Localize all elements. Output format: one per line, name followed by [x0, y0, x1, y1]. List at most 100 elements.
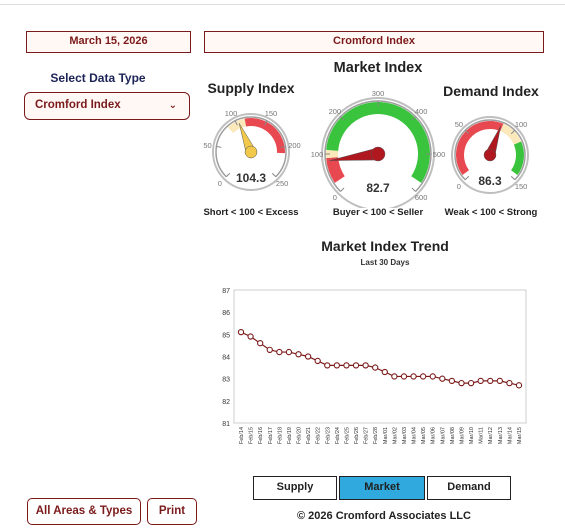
- trend-x-tick-label: Feb/23: [325, 427, 331, 444]
- trend-x-tick-label: Mar/10: [469, 427, 475, 444]
- trend-x-tick-label: Mar/04: [412, 427, 418, 444]
- demand-gauge-tick-label: 100: [515, 120, 528, 129]
- copyright-text: © 2026 Cromford Associates LLC: [297, 510, 471, 522]
- trend-plot-area: [233, 289, 527, 424]
- supply-gauge-rim: [215, 116, 287, 178]
- trend-x-tick-label: Mar/03: [402, 427, 408, 444]
- market-gauge-tick: [411, 116, 416, 121]
- trend-x-tick-label: Mar/06: [431, 427, 437, 444]
- tab-supply[interactable]: Supply: [253, 476, 337, 500]
- supply-gauge-tick-label: 250: [276, 179, 289, 188]
- trend-x-tick-label: Feb/17: [268, 427, 274, 444]
- supply-caption: Short < 100 < Excess: [203, 207, 299, 218]
- trend-x-tick-label: Mar/14: [507, 427, 513, 444]
- trend-data-point: [276, 348, 283, 356]
- trend-data-point: [333, 362, 341, 369]
- select-data-type-label: Select Data Type: [50, 71, 146, 85]
- trend-data-point: [304, 353, 312, 360]
- trend-x-tick-label: Mar/13: [498, 427, 504, 444]
- trend-data-point: [515, 382, 523, 389]
- trend-data-point: [448, 377, 456, 385]
- trend-data-point: [467, 379, 475, 387]
- trend-x-tick-label: Mar/11: [479, 427, 485, 444]
- market-gauge: 0 100 200 300 400 500 600 82.7: [311, 89, 445, 208]
- trend-x-tick-label: Mar/09: [459, 427, 465, 444]
- print-button[interactable]: Print: [147, 498, 197, 525]
- market-gauge-tick: [411, 187, 416, 192]
- trend-data-point: [352, 362, 360, 369]
- trend-y-tick-label: 84: [222, 355, 230, 362]
- tab-demand[interactable]: Demand: [427, 476, 511, 500]
- trend-x-tick-label: Feb/19: [287, 427, 293, 444]
- trend-x-tick-label: Mar/12: [488, 427, 494, 444]
- trend-data-point: [266, 346, 273, 353]
- trend-data-point: [237, 328, 245, 336]
- demand-gauge-tick-label: 150: [515, 182, 528, 191]
- demand-gauge-value: 86.3: [478, 174, 502, 188]
- demand-index-title: Demand Index: [443, 83, 539, 99]
- supply-gauge-tick-label: 50: [203, 141, 211, 150]
- market-gauge-tick-label: 300: [372, 89, 385, 98]
- supply-gauge: 0 50 100 150 200 250 104.3: [203, 109, 301, 191]
- supply-gauge-value: 104.3: [236, 171, 266, 185]
- market-gauge-tick-label: 400: [415, 107, 428, 116]
- trend-data-point: [410, 373, 417, 380]
- supply-gauge-tick: [216, 146, 222, 148]
- trend-data-point: [324, 362, 331, 369]
- trend-x-tick-label: Mar/08: [450, 427, 456, 444]
- tab-market[interactable]: Market: [339, 476, 425, 500]
- supply-gauge-tick: [234, 120, 238, 126]
- supply-gauge-band-1: [244, 118, 285, 154]
- supply-gauge-tick: [225, 172, 231, 178]
- trend-x-tick-label: Feb/16: [258, 427, 264, 444]
- trend-y-tick-label: 85: [222, 332, 230, 339]
- all-areas-types-button[interactable]: All Areas & Types: [27, 498, 141, 525]
- demand-gauge-tick: [510, 175, 516, 181]
- trend-data-point: [439, 375, 446, 382]
- market-caption: Buyer < 100 < Seller: [332, 207, 424, 218]
- data-type-selected-value: Cromford Index: [35, 99, 121, 111]
- market-index-title: Market Index: [333, 60, 423, 76]
- market-gauge-tick-label: 100: [311, 150, 324, 159]
- trend-x-tick-label: Feb/18: [277, 427, 283, 444]
- trend-data-point: [419, 373, 427, 380]
- trend-y-tick-label: 87: [222, 288, 230, 295]
- trend-data-point: [506, 379, 513, 387]
- top-border: [0, 0, 565, 5]
- supply-gauge-tick: [264, 120, 268, 126]
- supply-gauge-tick-label: 0: [218, 179, 222, 188]
- demand-gauge-rim: [454, 119, 526, 181]
- supply-gauge-tick-label: 100: [225, 109, 238, 118]
- supply-gauge-tick: [271, 172, 277, 178]
- demand-gauge-tick: [464, 129, 470, 135]
- supply-gauge-tick-label: 150: [265, 109, 278, 118]
- data-type-select[interactable]: Cromford Index ⌄: [24, 92, 190, 120]
- trend-x-tick-label: Feb/27: [364, 427, 370, 444]
- trend-chart-title: Market Index Trend: [321, 238, 449, 254]
- supply-gauge-tick: [280, 146, 286, 148]
- date-display: March 15, 2026: [26, 31, 191, 53]
- trend-x-tick-label: Feb/21: [306, 427, 312, 444]
- market-gauge-tick: [340, 187, 345, 192]
- demand-gauge-band-2: [510, 141, 524, 175]
- market-gauge-value: 82.7: [366, 181, 390, 195]
- trend-data-point: [257, 340, 264, 347]
- trend-data-point: [400, 373, 408, 380]
- trend-y-tick-label: 86: [222, 310, 230, 317]
- trend-data-point: [285, 348, 293, 356]
- chevron-down-icon: ⌄: [168, 100, 177, 111]
- trend-data-point: [247, 333, 254, 340]
- market-gauge-tick-label: 600: [415, 193, 428, 202]
- demand-gauge-tick-label: 0: [457, 182, 461, 191]
- trend-data-point: [343, 362, 350, 369]
- trend-x-tick-label: Feb/24: [335, 427, 341, 444]
- supply-gauge-band-0: [227, 118, 247, 134]
- trend-y-tick-label: 81: [222, 421, 230, 428]
- selected-index-title: Cromford Index: [204, 31, 544, 53]
- demand-gauge-tick: [464, 175, 470, 181]
- trend-x-tick-label: Mar/02: [392, 427, 398, 444]
- demand-caption: Weak < 100 < Strong: [444, 207, 538, 218]
- trend-x-tick-label: Mar/01: [383, 427, 389, 444]
- market-gauge-tick-label: 200: [329, 107, 342, 116]
- trend-x-tick-label: Feb/28: [373, 427, 379, 444]
